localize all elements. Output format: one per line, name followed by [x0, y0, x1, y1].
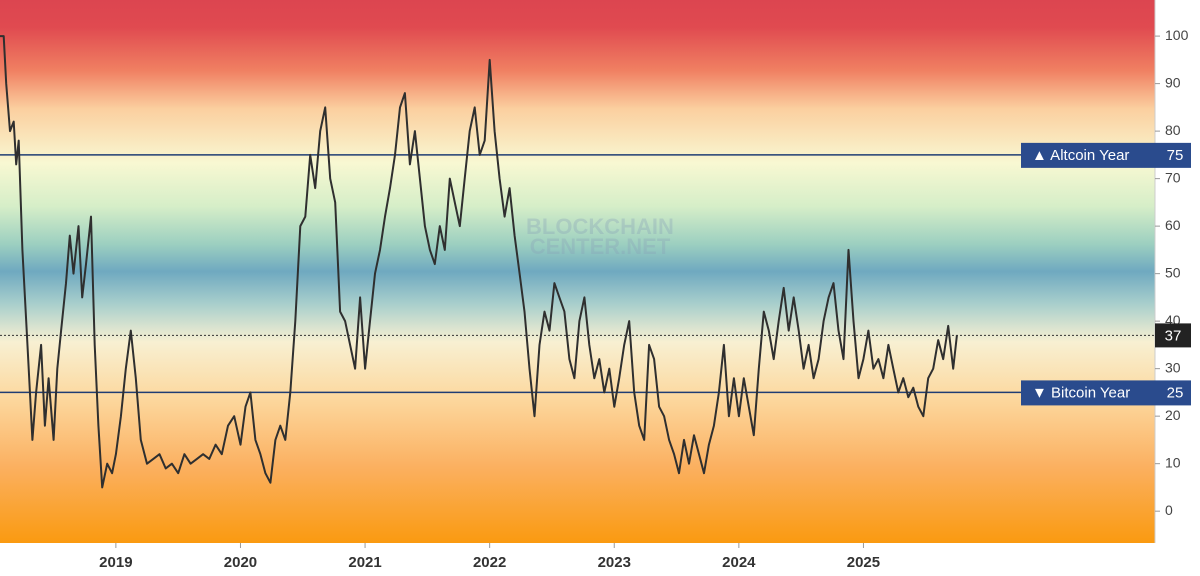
y-tick-label: 30 — [1165, 359, 1181, 375]
y-tick-label: 100 — [1165, 27, 1189, 43]
watermark: BLOCKCHAIN — [526, 214, 674, 239]
x-tick-label: 2025 — [847, 554, 880, 571]
data-line — [0, 35, 958, 489]
y-tick-label: 20 — [1165, 407, 1181, 423]
reference-label: ▼ Bitcoin Year — [1032, 384, 1130, 401]
x-tick-label: 2019 — [99, 554, 132, 571]
current-value-label: 37 — [1165, 327, 1182, 344]
y-tick-label: 70 — [1165, 169, 1181, 185]
x-tick-label: 2024 — [722, 554, 756, 571]
reference-tag — [1021, 142, 1191, 168]
y-tick-label: 90 — [1165, 74, 1181, 90]
plot-background — [0, 0, 1155, 543]
watermark: CENTER.NET — [530, 234, 671, 259]
current-value-tag — [1155, 323, 1191, 348]
y-tick-label: 50 — [1165, 264, 1181, 280]
x-tick-label: 2021 — [348, 554, 381, 571]
y-tick-label: 0 — [1165, 502, 1173, 518]
y-tick-label: 80 — [1165, 122, 1181, 138]
x-tick-label: 2023 — [598, 554, 631, 571]
y-tick-label: 60 — [1165, 217, 1181, 233]
reference-label: ▲ Altcoin Year — [1032, 147, 1129, 164]
reference-value: 25 — [1167, 384, 1184, 401]
y-tick-label: 10 — [1165, 454, 1181, 470]
reference-value: 75 — [1167, 147, 1184, 164]
x-tick-label: 2020 — [224, 554, 257, 571]
reference-tag — [1021, 380, 1191, 406]
x-tick-label: 2022 — [473, 554, 506, 571]
